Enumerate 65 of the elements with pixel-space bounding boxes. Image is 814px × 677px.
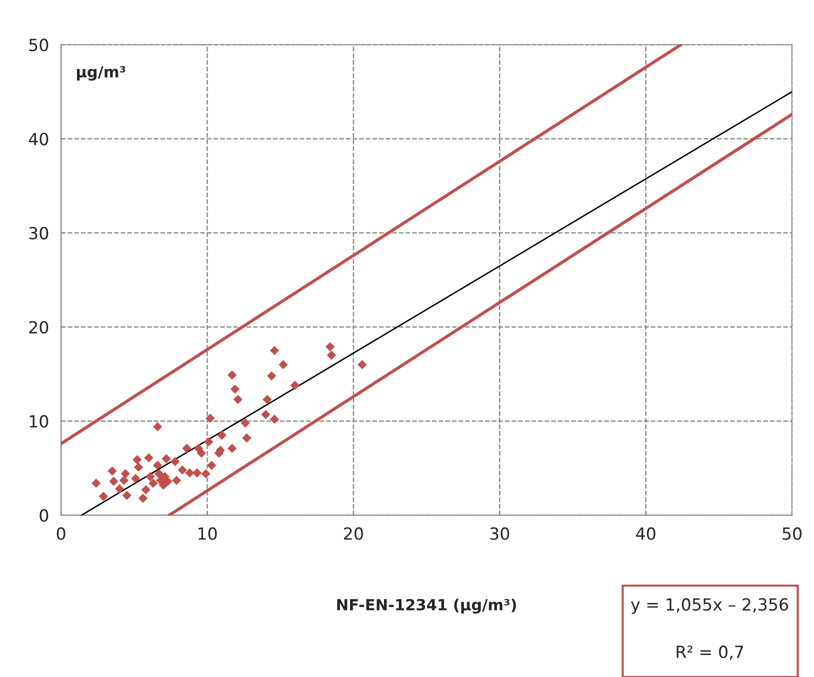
- y-tick-label: 10: [30, 415, 48, 428]
- point: [109, 476, 118, 486]
- x-axis-title: NF-EN-12341 (µg/m³): [337, 598, 516, 614]
- point: [242, 433, 252, 443]
- point: [120, 469, 130, 478]
- x-tick-label: 50: [782, 527, 802, 540]
- point: [262, 394, 272, 404]
- point: [196, 448, 206, 458]
- y-tick-label: 0: [40, 509, 48, 522]
- text: y = 1,055x – 2,356: [630, 598, 788, 614]
- y-axis-title: µg/m³: [76, 66, 126, 81]
- point: [358, 360, 367, 370]
- point: [178, 465, 187, 475]
- point: [163, 476, 172, 486]
- x-tick-label: 20: [344, 527, 363, 540]
- point: [325, 342, 335, 352]
- point: [144, 453, 154, 462]
- y-tick-label: 50: [29, 38, 48, 52]
- y-tick-label: 40: [28, 132, 48, 146]
- point: [206, 414, 215, 423]
- point: [230, 384, 240, 394]
- point: [326, 350, 336, 360]
- point: [270, 346, 280, 356]
- point: [158, 480, 168, 490]
- point: [261, 410, 270, 420]
- point: [217, 430, 226, 440]
- x-tick-label: 0: [56, 527, 66, 540]
- point: [134, 462, 144, 472]
- point: [233, 394, 243, 404]
- point: [152, 422, 162, 432]
- point: [192, 468, 202, 478]
- point: [131, 474, 140, 484]
- point: [227, 370, 237, 380]
- point: [92, 478, 101, 488]
- point: [162, 454, 171, 464]
- point: [170, 456, 180, 466]
- point: [108, 466, 117, 476]
- x-tick-label: 10: [198, 527, 217, 540]
- point: [207, 460, 216, 470]
- point: [182, 444, 192, 453]
- point: [114, 484, 124, 494]
- point: [227, 444, 237, 453]
- x-tick-label: 40: [636, 527, 656, 540]
- x-tick-label: 30: [490, 527, 510, 540]
- point: [122, 490, 132, 500]
- point: [152, 460, 162, 470]
- text: R² = 0,7: [676, 646, 744, 660]
- point: [146, 472, 155, 482]
- point: [98, 492, 108, 501]
- point: [270, 414, 280, 424]
- point: [138, 494, 148, 503]
- point: [185, 468, 194, 478]
- y-tick-label: 20: [29, 320, 48, 334]
- point: [201, 469, 210, 478]
- point: [278, 360, 288, 370]
- point: [119, 476, 129, 485]
- point: [204, 437, 214, 446]
- point: [141, 485, 150, 494]
- y-tick-label: 30: [29, 226, 48, 240]
- point: [148, 478, 158, 488]
- point: [172, 476, 182, 485]
- point: [132, 455, 142, 464]
- point: [266, 371, 276, 381]
- point: [240, 418, 250, 428]
- point: [290, 380, 300, 390]
